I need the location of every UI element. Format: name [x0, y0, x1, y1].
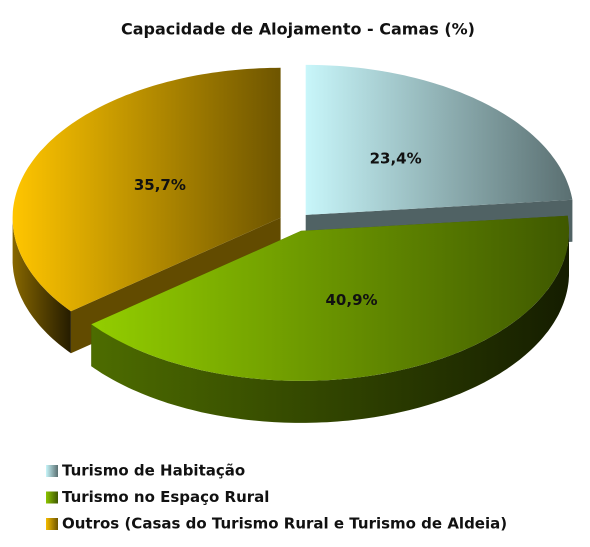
chart-title: Capacidade de Alojamento - Camas (%) [121, 20, 475, 39]
legend-swatch [46, 518, 58, 530]
legend-label: Outros (Casas do Turismo Rural e Turismo… [62, 515, 507, 533]
slice [91, 215, 570, 381]
slice-side [12, 217, 71, 354]
legend-swatch [46, 491, 58, 504]
data-label: 35,7% [134, 176, 186, 194]
legend-label: Turismo no Espaço Rural [62, 488, 269, 506]
slice-side [91, 230, 570, 423]
data-label: 40,9% [326, 291, 378, 309]
slice: 40,9% [91, 215, 570, 423]
slice [305, 64, 573, 215]
legend-swatch [46, 465, 58, 477]
legend-label: Turismo de Habitação [62, 462, 245, 480]
data-label: 23,4% [370, 150, 422, 168]
slice [12, 67, 281, 312]
